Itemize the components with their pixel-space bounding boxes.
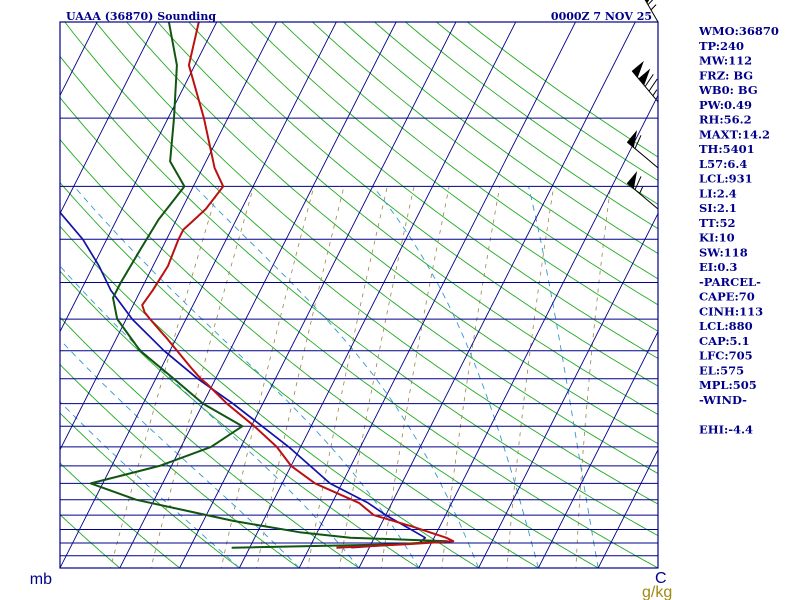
index-line: MAXT:14.2 — [699, 127, 770, 141]
wind-barb-pennant — [626, 171, 638, 190]
wind-barbs — [626, 0, 659, 210]
index-line: WB0: BG — [698, 83, 758, 97]
dry-adiabat — [218, 22, 658, 359]
mixing-ratio-unit-label: g/kg — [642, 584, 672, 600]
dewpoint-trace — [89, 22, 449, 549]
dry-adiabat — [60, 412, 241, 568]
index-line: TH:5401 — [699, 142, 755, 156]
dry-adiabat — [342, 22, 658, 255]
dry-adiabat — [64, 22, 658, 505]
index-line: SI:2.1 — [699, 201, 737, 215]
dry-adiabat — [311, 22, 658, 280]
isotherm-line — [119, 22, 397, 568]
pressure-unit-label: mb — [30, 571, 52, 588]
plot-frame — [59, 21, 659, 569]
index-line: RH:56.2 — [699, 113, 752, 127]
index-line: -WIND- — [699, 393, 747, 407]
mixing-ratio-line — [109, 186, 220, 568]
dry-adiabat — [188, 22, 658, 387]
dry-adiabat — [60, 270, 420, 568]
isotherm-line — [60, 22, 278, 451]
isotherm-line — [358, 22, 636, 568]
wind-barb-pennant — [631, 60, 644, 79]
temperature-unit-label: C — [655, 570, 667, 587]
wind-barb-half-flag — [652, 89, 658, 96]
station-title: UAAA (36870) Sounding — [66, 10, 216, 23]
isotherm-line — [418, 94, 658, 568]
isotherm-line — [597, 448, 658, 568]
mixing-ratio-line — [256, 186, 345, 568]
index-line: EL:575 — [699, 363, 744, 377]
isotherm-line — [60, 22, 158, 215]
index-line: EHI:-4.4 — [699, 422, 753, 436]
dry-adiabat — [126, 22, 658, 445]
dry-adiabat — [157, 22, 658, 416]
mixing-ratio-line — [338, 186, 415, 568]
index-line: KI:10 — [699, 231, 735, 245]
dry-adiabat — [60, 138, 600, 568]
index-line: CAPE:70 — [699, 290, 755, 304]
wind-barb-half-flag — [650, 4, 657, 11]
wind-barb-pennant — [638, 68, 651, 86]
index-line: MPL:505 — [699, 378, 757, 392]
dry-adiabat — [60, 462, 181, 568]
index-line: L57:6.4 — [699, 157, 747, 171]
isotherm-lines — [60, 22, 658, 568]
sounding-traces — [60, 22, 455, 549]
dry-adiabat — [280, 22, 658, 306]
wind-barb-flag — [648, 78, 658, 92]
index-line: TT:52 — [699, 216, 736, 230]
dry-adiabat — [60, 96, 658, 568]
dry-adiabat — [60, 514, 121, 568]
dry-adiabat — [95, 22, 658, 475]
wind-barb-flag — [644, 74, 654, 87]
isotherm-line — [179, 22, 457, 568]
index-line: LCL:931 — [699, 172, 753, 186]
dry-adiabat — [60, 55, 658, 537]
index-line: WMO:36870 — [698, 24, 779, 38]
wind-barb-half-flag — [639, 186, 644, 194]
index-line: TP:240 — [699, 39, 744, 53]
wind-barb-pennant — [644, 0, 650, 4]
sounding-datetime: 0000Z 7 NOV 25 — [551, 10, 652, 23]
dry-adiabat — [60, 316, 360, 568]
adiabat-lines — [60, 22, 658, 568]
mixing-ratio-line — [220, 186, 315, 568]
index-line: LFC:705 — [699, 349, 753, 363]
temperature-trace — [141, 22, 455, 549]
mixing-ratio-line — [307, 186, 388, 568]
wind-barb-flag — [634, 135, 642, 149]
mixing-ratio-line — [150, 186, 255, 568]
wind-barb-pennant — [626, 129, 638, 149]
index-line: CAP:5.1 — [699, 334, 750, 348]
index-line: PW:0.49 — [699, 98, 752, 112]
isotherm-line — [238, 22, 517, 568]
wind-barb-flag — [647, 0, 654, 6]
isotherm-line — [537, 330, 658, 568]
index-line: -PARCEL- — [699, 275, 761, 289]
isotherm-line — [478, 212, 658, 568]
index-line: LCL:880 — [699, 319, 753, 333]
index-line: CINH:113 — [699, 304, 763, 318]
index-line: EI:0.3 — [699, 260, 737, 274]
index-line: LI:2.4 — [699, 186, 737, 200]
isotherm-line — [298, 22, 577, 568]
index-line: SW:118 — [699, 245, 748, 259]
isotherm-line — [60, 22, 337, 568]
dry-adiabat — [60, 181, 540, 568]
index-line: MW:112 — [699, 54, 752, 68]
index-line: FRZ: BG — [699, 68, 753, 82]
wind-barb-flag — [634, 176, 642, 190]
dry-adiabat — [249, 22, 658, 332]
